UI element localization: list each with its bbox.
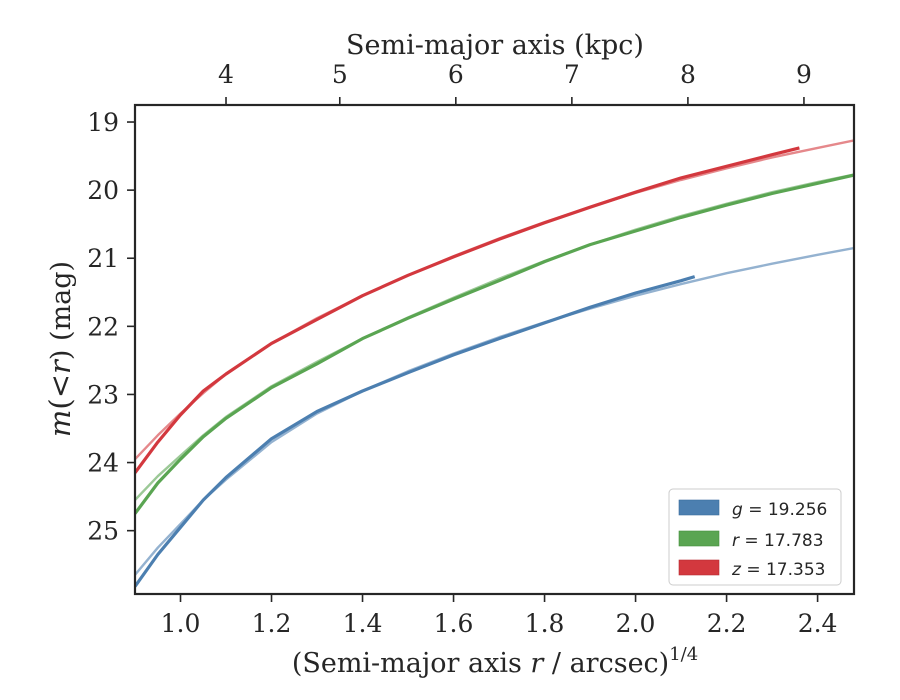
x-axis-label-main: (Semi-major axis [292, 648, 531, 679]
y-tick-label: 22 [87, 312, 119, 341]
x-axis-label-var: r [530, 648, 545, 679]
legend-swatch-g [678, 499, 720, 516]
model-curve-z [135, 139, 854, 461]
top-x-tick-label: 7 [564, 60, 580, 89]
legend-swatch-r [678, 530, 720, 547]
legend-var-z: z [731, 560, 742, 580]
legend: g = 19.256 r = 17.783 z = 17.353 [668, 488, 842, 586]
y-tick-label: 19 [87, 108, 119, 137]
series-layer [135, 139, 854, 588]
x-axis-label-rest: / arcsec) [543, 648, 669, 679]
x-tick-label: 1.0 [161, 609, 201, 638]
legend-swatch-z [678, 559, 720, 576]
top-x-axis-label: Semi-major axis (kpc) [346, 30, 644, 61]
legend-value-g: = 19.256 [743, 500, 828, 520]
x-tick-label: 1.6 [434, 609, 474, 638]
x-tick-label: 1.4 [343, 609, 383, 638]
model-curve-r [135, 173, 854, 502]
y-tick-label: 24 [87, 449, 119, 478]
y-tick-label: 25 [87, 517, 119, 546]
top-x-tick-label: 5 [332, 60, 348, 89]
legend-item-z: z = 17.353 [678, 559, 825, 580]
plot-frame [133, 103, 856, 596]
legend-var-g: g [732, 500, 743, 520]
legend-item-r: r = 17.783 [678, 530, 824, 551]
legend-var-r: r [732, 531, 740, 551]
legend-label-g: g = 19.256 [732, 500, 827, 520]
legend-label-z: z = 17.353 [731, 560, 825, 580]
x-axis-label-exponent: 1/4 [669, 644, 698, 665]
top-x-tick-label: 9 [796, 60, 812, 89]
y-axis-label: m(<r) (mag) [43, 261, 77, 437]
y-tick-label: 21 [87, 244, 119, 273]
x-tick-label: 2.4 [798, 609, 838, 638]
data-curve-z [135, 146, 800, 474]
legend-value-r: = 17.783 [739, 531, 824, 551]
top-x-tick-label: 8 [680, 60, 696, 89]
y-axis-label-var-m: m [43, 410, 77, 438]
data-curve-g [135, 275, 696, 588]
x-tick-label: 2.2 [707, 609, 747, 638]
top-x-tick-label: 6 [448, 60, 464, 89]
x-tick-label: 1.2 [252, 609, 292, 638]
data-curve-r [135, 173, 854, 515]
y-tick-label: 20 [87, 176, 119, 205]
y-tick-label: 23 [87, 380, 119, 409]
y-axis-label-unit: ) (mag) [46, 261, 77, 360]
legend-label-r: r = 17.783 [732, 531, 824, 551]
top-x-tick-label: 4 [218, 60, 234, 89]
ticks-layer: 1.0 1.2 1.4 1.6 1.8 2.0 2.2 2.4 19 20 21 22 23 24 25 4 5… [87, 60, 837, 638]
x-axis-label: (Semi-major axis r / arcsec)1/4 [292, 644, 698, 679]
x-tick-label: 2.0 [616, 609, 656, 638]
y-axis-label-var-r: r [43, 358, 77, 374]
y-axis-label-paren: (< [43, 374, 77, 410]
x-tick-label: 1.8 [525, 609, 565, 638]
legend-value-z: = 17.353 [741, 560, 826, 580]
legend-item-g: g = 19.256 [678, 499, 827, 520]
